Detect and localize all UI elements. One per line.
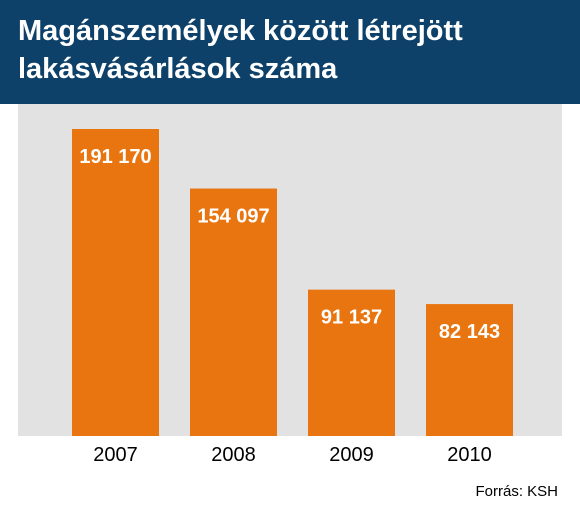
value-label-2009: 91 137	[321, 307, 382, 329]
x-tick-label-2009: 2009	[329, 444, 374, 466]
header-banner: Magánszemélyek között létrejött lakásvás…	[0, 0, 580, 104]
value-label-2010: 82 143	[439, 321, 500, 343]
value-label-2007: 191 170	[79, 146, 151, 168]
bar-2008	[190, 188, 277, 436]
chart-title: Magánszemélyek között létrejött lakásvás…	[18, 15, 463, 85]
bar-2010	[426, 304, 513, 436]
x-tick-label-2007: 2007	[93, 444, 138, 466]
bar-2009	[308, 289, 395, 436]
x-tick-label-2010: 2010	[447, 444, 492, 466]
bar-2007	[72, 129, 159, 436]
x-tick-label-2008: 2008	[211, 444, 256, 466]
value-label-2008: 154 097	[197, 206, 269, 228]
source-note: Forrás: KSH	[475, 483, 558, 500]
